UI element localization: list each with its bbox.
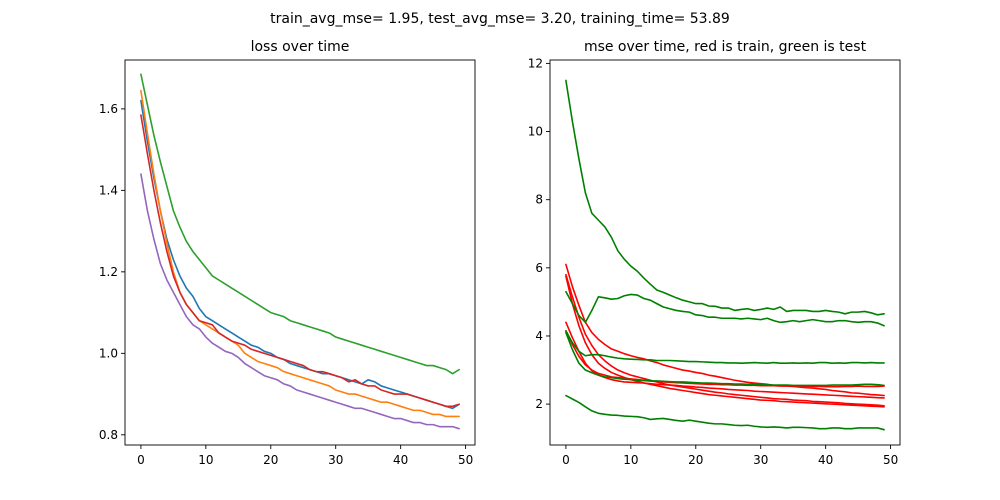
loss-chart-series-4 — [140, 114, 460, 408]
mse-chart-y-tick-label: 12 — [528, 56, 543, 70]
mse-chart-series-10 — [565, 394, 885, 431]
loss-chart-x-tick-label: 30 — [328, 453, 343, 467]
loss-chart-title: loss over time — [251, 39, 350, 55]
figure-suptitle: train_avg_mse= 1.95, test_avg_mse= 3.20,… — [270, 11, 730, 27]
loss-chart-y-tick-label: 1.4 — [99, 183, 118, 197]
loss-chart-x-tick-label: 10 — [198, 453, 213, 467]
mse-chart-x-tick-label: 50 — [883, 453, 898, 467]
mse-chart-x-tick-label: 20 — [688, 453, 703, 467]
loss-chart-x-tick-label: 20 — [263, 453, 278, 467]
loss-chart-y-tick-label: 1.0 — [99, 346, 118, 360]
mse-chart-x-tick-label: 10 — [623, 453, 638, 467]
mse-chart-series-2 — [565, 273, 885, 407]
mse-chart-series-9 — [565, 331, 885, 387]
mse-chart-x-tick-label: 40 — [818, 453, 833, 467]
mse-chart-series-3 — [565, 275, 885, 408]
loss-chart-frame — [124, 59, 476, 446]
loss-chart-x-tick-label: 40 — [393, 453, 408, 467]
loss-chart-series-5 — [140, 173, 460, 430]
mse-chart-series-8 — [565, 330, 885, 365]
loss-chart-y-tick-label: 1.6 — [99, 102, 118, 116]
loss-chart-x-tick-label: 50 — [458, 453, 473, 467]
loss-chart: loss over time 0 10 20 30 40 50 0.8 1.0 1.2 1.4 1.… — [99, 39, 476, 467]
mse-chart-frame — [549, 59, 901, 446]
mse-chart-y-tick-label: 6 — [535, 261, 543, 275]
mse-chart: mse over time, red is train, green is te… — [528, 39, 901, 467]
mse-chart-axes: 0 10 20 30 40 50 2 4 6 8 10 12 — [528, 56, 899, 467]
mse-chart-y-tick-label: 2 — [535, 397, 543, 411]
loss-chart-series-3 — [140, 73, 460, 375]
loss-chart-series-2 — [140, 89, 460, 418]
loss-chart-x-tick-label: 0 — [137, 453, 145, 467]
loss-chart-lines — [140, 73, 460, 430]
loss-chart-axes: 0 10 20 30 40 50 0.8 1.0 1.2 1.4 1.6 — [99, 102, 473, 467]
loss-chart-y-tick-label: 0.8 — [99, 428, 118, 442]
mse-chart-series-4 — [565, 321, 885, 399]
mse-chart-series-5 — [565, 330, 885, 388]
mse-chart-series-1 — [565, 263, 885, 397]
mse-chart-series-6 — [565, 79, 885, 316]
loss-chart-series-1 — [140, 99, 460, 410]
loss-chart-y-tick-label: 1.2 — [99, 265, 118, 279]
mse-chart-lines — [565, 79, 885, 431]
mse-chart-title: mse over time, red is train, green is te… — [584, 39, 867, 55]
mse-chart-series-7 — [565, 290, 885, 327]
mse-chart-y-tick-label: 10 — [528, 125, 543, 139]
mse-chart-y-tick-label: 8 — [535, 193, 543, 207]
mse-chart-y-tick-label: 4 — [535, 329, 543, 343]
mse-chart-x-tick-label: 30 — [753, 453, 768, 467]
mse-chart-x-tick-label: 0 — [562, 453, 570, 467]
